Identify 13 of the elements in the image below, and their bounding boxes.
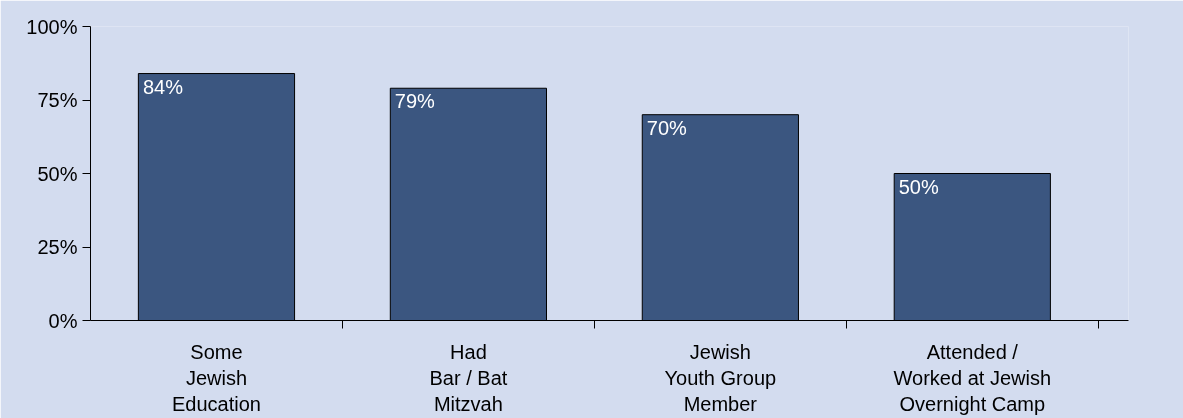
x-tick-label: Some Jewish Education xyxy=(171,340,261,416)
y-tick-label: 50% xyxy=(37,162,78,185)
y-tick-label: 0% xyxy=(48,309,78,332)
x-tick-label: Jewish Youth Group Member xyxy=(664,340,777,416)
y-tick-label: 25% xyxy=(37,236,78,258)
data-label: 70% xyxy=(646,116,688,139)
y-tick-label: 75% xyxy=(37,89,78,111)
y-tick-label: 100% xyxy=(26,15,78,38)
data-label: 50% xyxy=(898,175,939,198)
x-tick-label: Attended / Worked at Jewish Overnight Camp xyxy=(893,340,1052,416)
data-label: 79% xyxy=(394,90,436,113)
x-tick-label: Had Bar / Bat Mitzvah xyxy=(429,340,508,416)
data-label: 84% xyxy=(142,75,184,98)
